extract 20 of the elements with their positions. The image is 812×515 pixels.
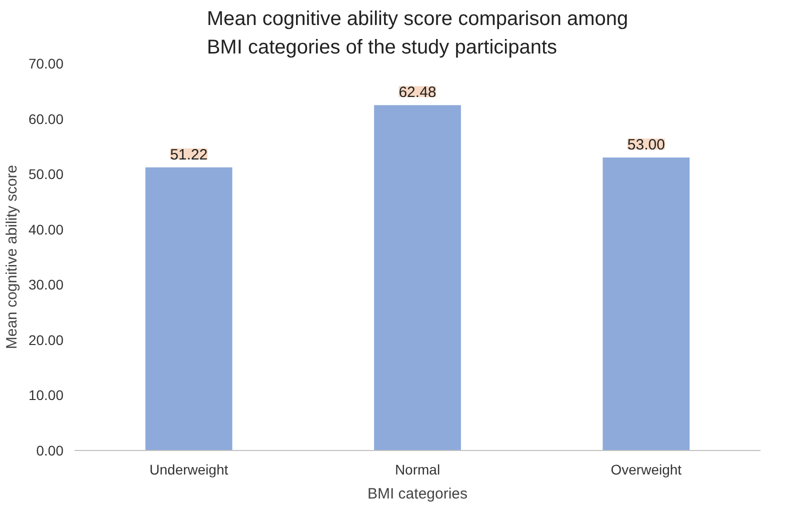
y-axis-title: Mean cognitive ability score [3, 164, 20, 350]
y-tick-label: 50.00 [28, 166, 64, 182]
bar [374, 105, 461, 450]
x-tick-label: Underweight [150, 462, 228, 478]
y-tick-label: 70.00 [28, 56, 64, 72]
data-label: 53.00 [627, 136, 665, 154]
x-tick-label: Normal [394, 462, 440, 478]
x-tick-label: Overweight [610, 462, 682, 478]
x-axis-title: BMI categories [367, 486, 468, 502]
y-tick-label: 60.00 [28, 110, 64, 127]
y-tick-label: 10.00 [28, 387, 64, 404]
data-label: 62.48 [398, 84, 436, 102]
y-tick-label: 40.00 [28, 221, 64, 238]
y-tick-label: 0.00 [36, 442, 64, 458]
chart-title: Mean cognitive ability score comparison among BMI categories of the study participants [206, 8, 628, 58]
bar [145, 167, 232, 450]
y-tick-label: 30.00 [28, 276, 64, 293]
bar [602, 157, 690, 450]
y-tick-label: 20.00 [28, 332, 64, 348]
data-label: 51.22 [170, 146, 208, 164]
